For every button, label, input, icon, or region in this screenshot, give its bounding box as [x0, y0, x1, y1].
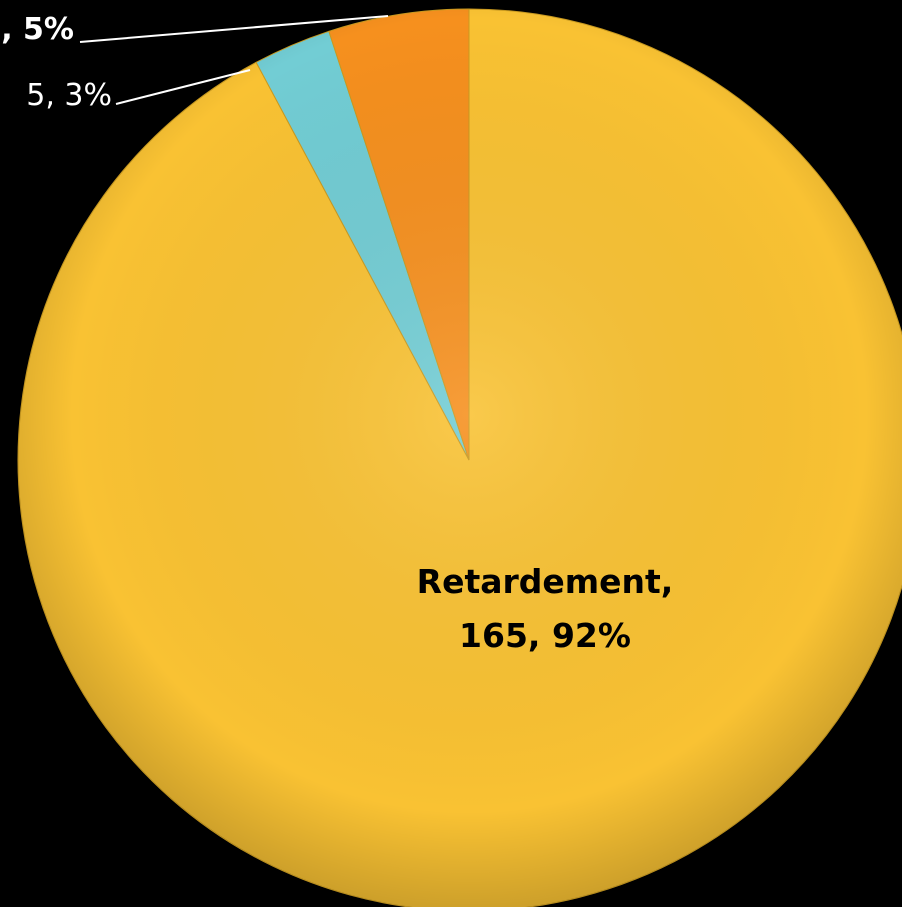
data-label: , 5%: [1, 12, 74, 47]
leader-line: [79, 15, 389, 43]
data-label: Retardement, 165, 92%: [416, 562, 674, 655]
data-label: 5, 3%: [26, 78, 112, 113]
leader-line: [115, 69, 251, 105]
